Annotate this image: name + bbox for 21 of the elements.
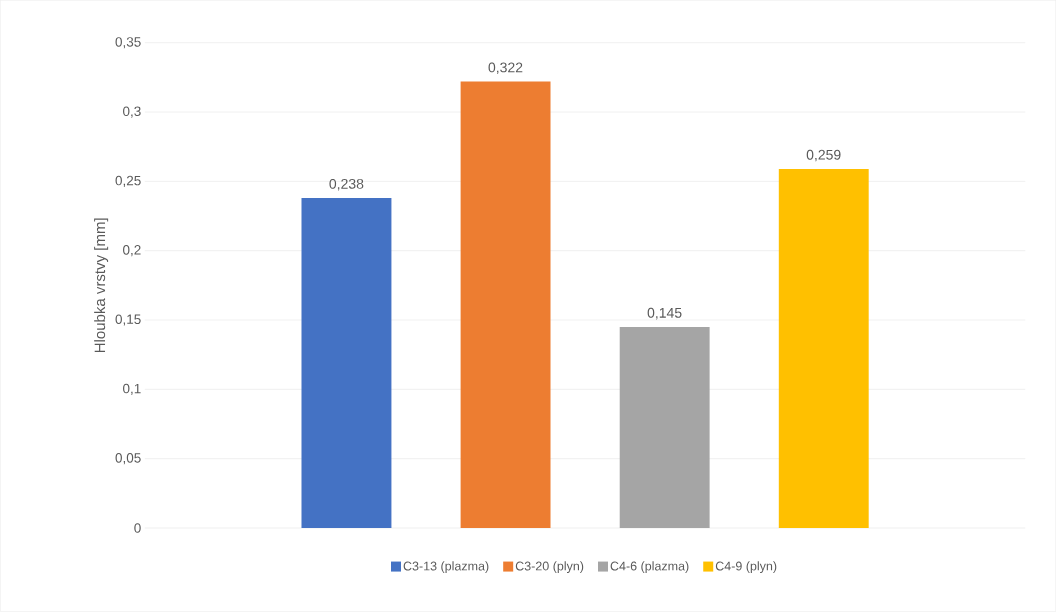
y-tick-label: 0,1 (123, 383, 141, 396)
data-label: 0,322 (488, 62, 523, 75)
legend-label: C3-13 (plazma) (403, 561, 489, 574)
bar (301, 198, 392, 529)
y-tick-label: 0,3 (123, 106, 141, 118)
legend-label: C4-6 (plazma) (610, 561, 689, 574)
legend-label: C4-9 (plyn) (715, 561, 777, 574)
y-axis-title: Hloubka vrstvy [mm] (94, 218, 109, 353)
y-tick-label: 0,2 (123, 245, 141, 257)
data-label: 0,238 (329, 179, 364, 191)
legend-label: C3-20 (plyn) (515, 561, 584, 574)
bar (619, 327, 710, 529)
y-tick-label: 0,05 (115, 453, 141, 465)
y-tick-label: 0,35 (115, 37, 141, 49)
y-tick-label: 0,25 (115, 175, 141, 188)
bar (460, 81, 551, 529)
y-tick-label: 0,15 (115, 314, 141, 326)
data-label: 0,145 (647, 307, 682, 320)
bar (778, 169, 869, 529)
data-label: 0,259 (806, 149, 841, 162)
y-tick-label: 0 (134, 523, 141, 533)
